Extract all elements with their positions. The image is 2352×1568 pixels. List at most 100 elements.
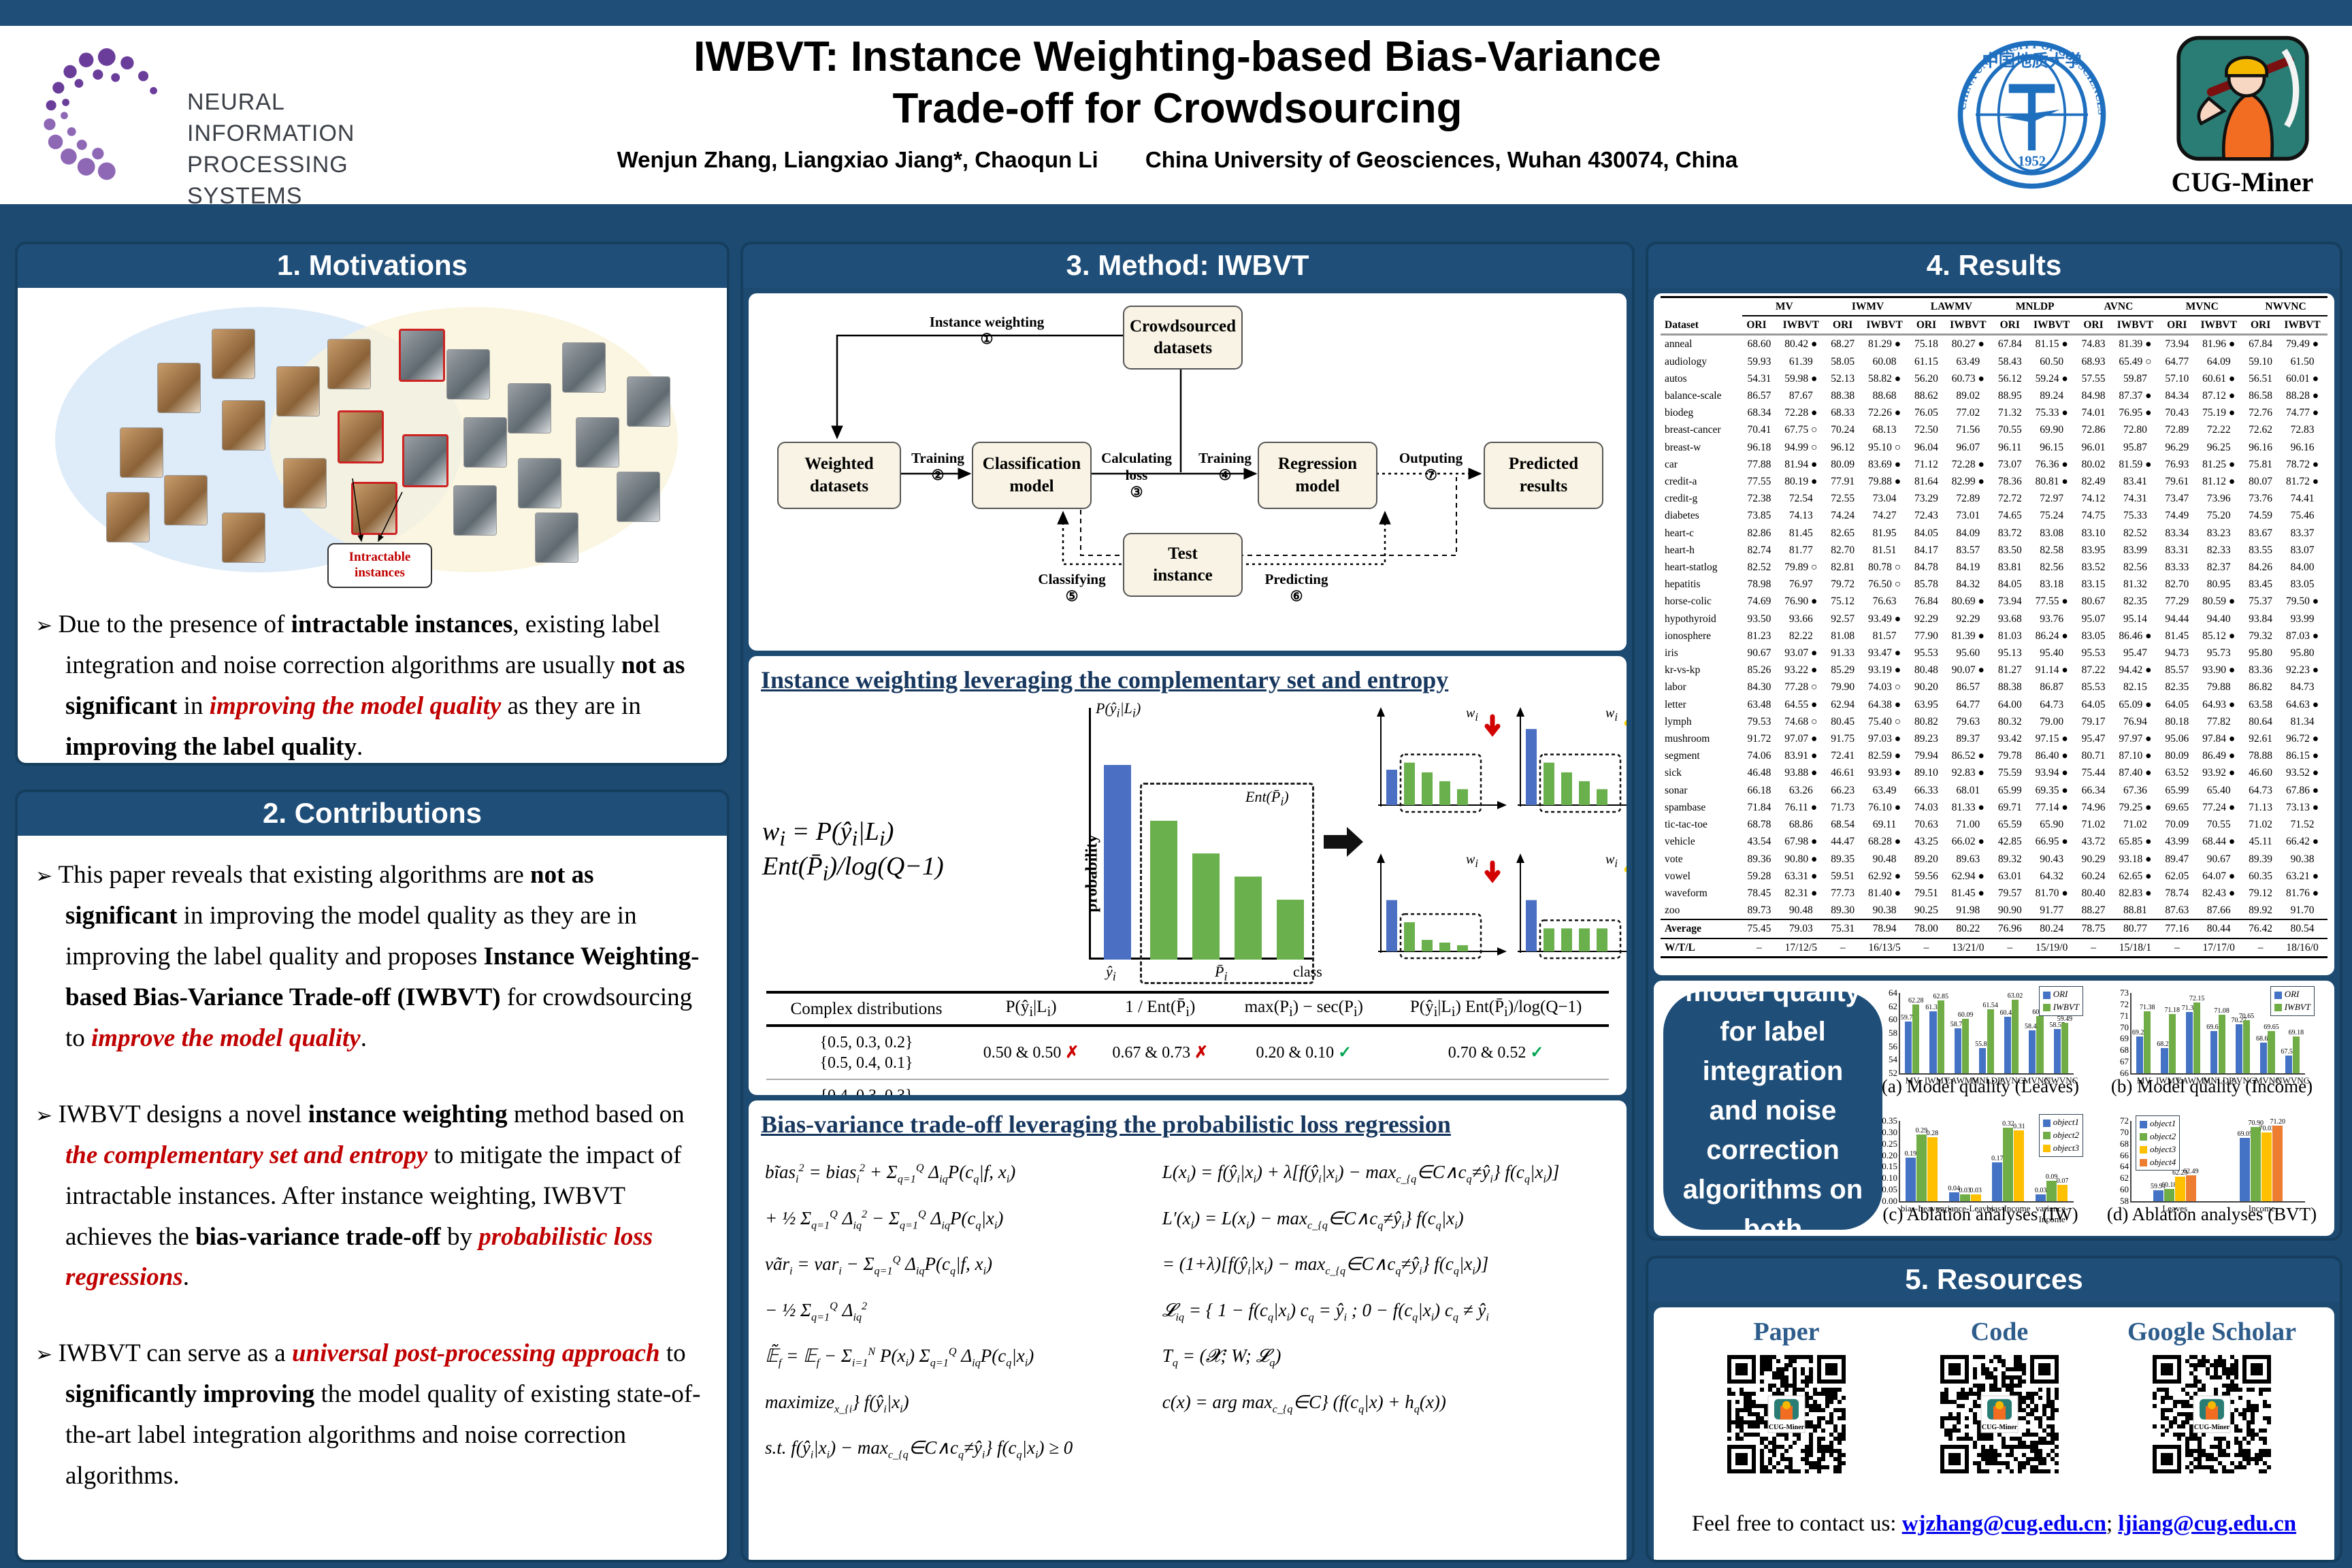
email-link-1[interactable]: wjzhang@cug.edu.cn [1901,1512,2106,1536]
bvt-formulas-left: bĩasi2 = biasi2 + Σq=1Q ΔiqP(cq|f, xi) + … [765,1149,1162,1471]
results-row: audiology 59.93 61.39 58.05 60.08 61.15 63.49 5… [1665,355,2315,368]
results-row: breast-w 96.18 94.99 ○ 96.12 95.10 ○ 96.04 96.… [1665,441,2315,453]
legend-item: ORI [2042,988,2079,1001]
wolf-image [453,485,497,536]
results-row: kr-vs-kp 85.26 93.22 ● 85.29 93.19 ● 80.48 90.… [1665,664,2319,676]
section-resources: 5. Resources Paper CUG-Miner Code CUG-Mi… [1646,1256,2342,1563]
miner-logo-label: CUG-Miner [2171,167,2314,197]
bar-MV-ORI: 69.22 [2132,1029,2147,1073]
formula: vãri = vari − Σq=1Q ΔiqP(cq|f, xi) [765,1254,992,1277]
results-table: Dataset MV IWMV LAWMV MNLDP AVNC MVNC NWVNC ORI I… [1661,296,2328,958]
scholar-qr-code[interactable]: CUG-Miner [2117,1355,2307,1477]
header: NEURAL INFORMATION PROCESSING SYSTEMS IW… [0,26,2352,209]
contribution-bullet-1: ➢ This paper reveals that existing algor… [35,861,700,1052]
wtable-header: Complex distributions [790,999,943,1018]
bar-variance-Income-object3: 0.07 [2057,1177,2068,1201]
bar-LAWMV-ORI: 71.33 [2182,1004,2197,1073]
results-row: zoo 89.73 90.48 89.30 90.38 90.25 91.98 90.90 91… [1665,904,2315,917]
bar-NWVNC-ORI: 67.57 [2281,1048,2296,1073]
formula: = (1+λ)[f(ŷi|xi) − maxc_{q∈C∧cq≠ŷi} f(cq… [1162,1254,1489,1277]
email-link-2[interactable]: ljiang@cug.edu.cn [2118,1512,2297,1536]
flow-label-training-2: Training ④ [1198,450,1252,483]
formula: 𝓛iq = { 1 − f(cq|xi) cq = ŷi ; 0 − f(cq|… [1162,1299,1489,1323]
dog-image [164,475,208,525]
results-row: hepatitis 78.98 76.97 79.72 76.50 ○ 85.78 84.3… [1665,578,2315,591]
entropy-label: Ent(P̄i) [1245,788,1289,808]
bar-variance-Leaves-object1: 0.04 [1948,1185,1960,1201]
results-row: labor 84.30 77.28 ○ 79.90 74.03 ○ 90.20 86.57 8… [1665,681,2315,693]
results-subhead: IWBVT [1950,319,1987,331]
results-group-MV: MV [1742,297,1827,317]
results-subhead: IWBVT [2033,319,2070,331]
bar-Leaves-object4: 62.49 [2183,1168,2199,1201]
neurips-logo-text: NEURAL INFORMATION PROCESSING SYSTEMS [187,89,355,209]
results-average-row: Average 75.45 79.03 75.31 78.94 78.00 80.22 76.… [1661,919,2328,938]
chart-a: 52 54 56 58 60 62 64 MV 59.75 62.28 IWMV 61.30 62.85… [1872,983,2089,1097]
results-row: credit-a 77.55 80.19 ● 77.91 79.88 ● 81.64 82.… [1665,476,2319,488]
results-row: biodeg 68.34 72.28 ● 68.33 72.26 ● 76.05 77.02… [1665,407,2319,419]
weighting-formula: wi = P(ŷi|Li) Ent(P̄i)/log(Q−1) [762,817,944,885]
results-row: segment 74.06 83.91 ● 72.41 82.59 ● 79.94 86.5… [1665,750,2319,762]
dog-image [106,492,150,542]
contribution-bullet-2: ➢ IWBVT designs a novel instance weighti… [35,1100,685,1292]
results-group-NWVNC: NWVNC [2244,297,2328,317]
bar-variance-Income-object1: 0.03 [2035,1187,2046,1201]
yhat-axis-label: ŷi [1106,963,1116,983]
legend-item: object3 [2042,1142,2079,1155]
complementary-set-box [1140,783,1314,984]
bar-bias-Income-object3: 0.31 [2013,1123,2025,1201]
flow-classification-model: Classification model [972,442,1092,509]
legend-item: object3 [2140,1143,2176,1156]
legend-item: ORI [2274,988,2310,1001]
results-row: vehicle 43.54 67.98 ● 44.47 68.28 ● 43.25 66.0… [1665,836,2319,848]
contributions-header: 2. Contributions [18,792,727,836]
bar-NWVNC-ORI: 58.57 [2049,1022,2065,1073]
results-callout: IWBVT significantly improves the model q… [1663,981,1882,1236]
bar-AVNC-IWBVT: 63.02 [2008,992,2023,1073]
class-axis-label: class [1293,963,1322,980]
results-row: balance-scale 86.57 87.67 88.38 88.68 88.62 89… [1665,390,2319,402]
bar-MV-IWBVT: 62.28 [1908,997,1924,1073]
bar-variance-Leaves-object3: 0.03 [1970,1187,1982,1201]
paper-qr-code[interactable]: CUG-Miner [1691,1355,1882,1477]
figure-bar [1277,899,1304,960]
results-row: mushroom 91.72 97.07 ● 91.75 97.03 ● 89.23 89.… [1665,733,2319,745]
results-row: sonar 66.18 63.26 66.23 63.49 66.33 68.01 65.99… [1665,784,2319,796]
formula: maximizex_{i} f(ŷi|xi) [765,1391,909,1415]
resource-paper-label: Paper [1753,1318,1820,1346]
resource-scholar-label: Google Scholar [2127,1318,2297,1346]
chart-d: 58 60 62 64 66 68 70 72 Leaves 59.91 60.18 62.23 62.… [2103,1111,2321,1225]
results-subhead: ORI [2167,319,2187,331]
weighting-title: Instance weighting leveraging the comple… [761,666,1449,693]
wolf-image [518,458,561,508]
code-qr-code[interactable]: CUG-Miner [1904,1355,2095,1477]
section-contributions: 2. Contributions ➢ This paper reveals th… [15,789,730,1563]
resources-header: 5. Resources [1648,1258,2340,1302]
results-group-IWMV: IWMV [1826,297,1910,317]
resource-paper: Paper CUG-Miner [1691,1317,1882,1477]
results-row: breast-cancer 70.41 67.75 ○ 70.24 68.13 72.50… [1665,424,2315,436]
bar-MVNC-ORI: 68.67 [2256,1035,2271,1073]
formula: − ½ Σq=1Q Δiq2 [765,1299,868,1323]
results-subhead: ORI [1999,319,2020,331]
mini-weight-chart: wi [1371,851,1511,963]
wolf-image [576,417,619,468]
bar-IWMV-IWBVT: 62.85 [1933,993,1948,1073]
results-subhead: IWBVT [2117,319,2154,331]
bar-Income-object3: 70.03 [2259,1125,2274,1201]
author-names: Wenjun Zhang, Liangxiao Jiang*, Chaoqun … [617,147,1098,172]
bar-MVNC-IWBVT: 69.65 [2264,1024,2279,1073]
bar-MV-ORI: 59.75 [1901,1014,1916,1073]
dog-image [222,400,265,451]
bar-Leaves-object2: 60.18 [2161,1181,2177,1201]
bar-NWVNC-IWBVT: 59.49 [2057,1015,2072,1073]
flow-label-outputing: Outputing ⑦ [1399,450,1463,483]
figure-bar [1192,853,1220,960]
chart-c: 0.00 0.05 0.10 0.15 0.20 0.25 0.30 0.35 bias-Lea… [1872,1111,2089,1225]
section-motivations: 1. Motivations Intractable instances ➢ D… [15,242,730,766]
results-row: heart-h 82.74 81.77 82.70 81.51 84.17 83.57 83.… [1665,544,2315,556]
bar-AVNC-IWBVT: 70.65 [2239,1013,2254,1073]
bar-Income-object2: 70.90 [2249,1120,2264,1201]
formula: c(x) = arg maxc_{q∈C} (f(cq|x) + hq(x)) [1162,1391,1446,1415]
